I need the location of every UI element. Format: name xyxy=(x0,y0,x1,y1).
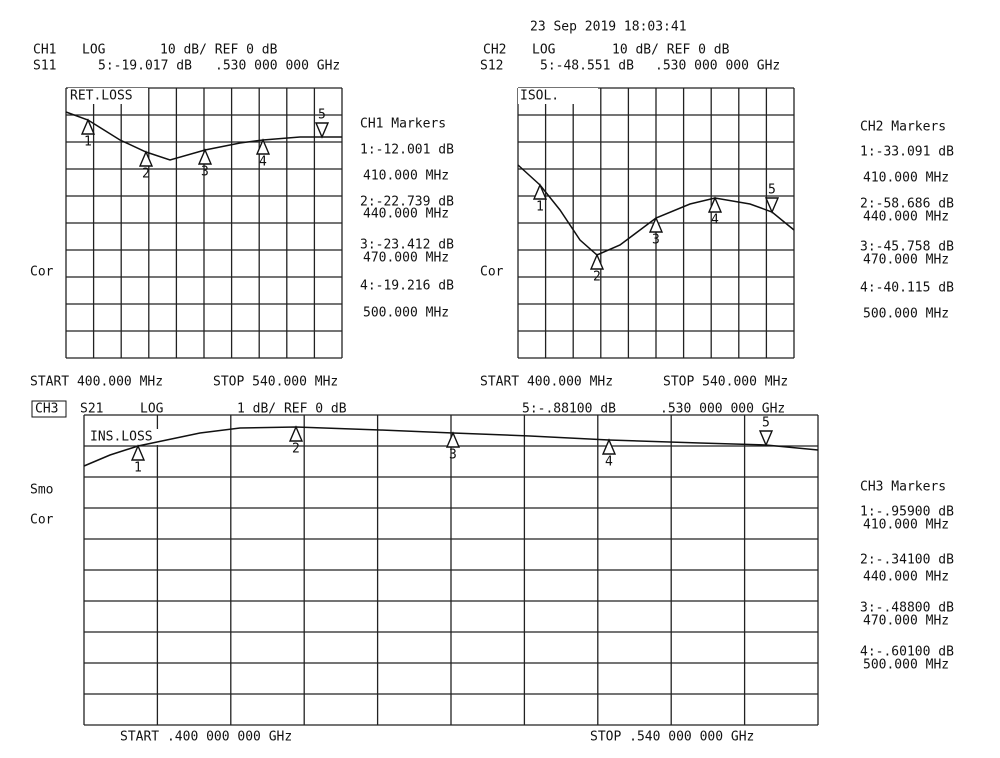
marker-value: 2:-58.686 dB xyxy=(860,197,954,212)
header-format: LOG xyxy=(82,43,106,58)
marker-freq: 410.000 MHz xyxy=(363,169,449,184)
marker-id: 4 xyxy=(605,455,613,470)
marker-id: 3 xyxy=(201,165,209,180)
channel-box xyxy=(31,400,67,418)
marker-id: 1 xyxy=(134,461,142,476)
trace-label: INS.LOSS xyxy=(90,430,153,445)
header-marker5: 5:-19.017 dB xyxy=(98,59,192,74)
marker-triangle xyxy=(589,253,605,270)
marker-id: 4 xyxy=(259,155,267,170)
header-marker5-freq: .530 000 000 GHz xyxy=(215,59,340,74)
marker-value: 3:-.48800 dB xyxy=(860,601,954,616)
marker-value: 1:-12.001 dB xyxy=(360,143,454,158)
marker-freq: 500.000 MHz xyxy=(363,306,449,321)
markers-title: CH1 Markers xyxy=(360,117,446,132)
marker-triangle xyxy=(288,425,304,442)
marker-freq: 470.000 MHz xyxy=(863,614,949,629)
marker-id: 5 xyxy=(768,183,776,198)
marker-freq: 470.000 MHz xyxy=(863,253,949,268)
label-bg xyxy=(88,429,168,445)
header-marker5-freq: .530 000 000 GHz xyxy=(660,402,785,417)
marker-value: 2:-.34100 dB xyxy=(860,553,954,568)
marker-value: 2:-22.739 dB xyxy=(360,195,454,210)
marker-value: 1:-.95900 dB xyxy=(860,505,954,520)
header-marker5: 5:-.88100 dB xyxy=(522,402,616,417)
marker-id: 2 xyxy=(142,167,150,182)
marker-id: 2 xyxy=(292,442,300,457)
marker-id: 1 xyxy=(536,200,544,215)
marker-value: 4:-.60100 dB xyxy=(860,645,954,660)
marker-triangle xyxy=(758,430,774,447)
start-freq: START .400 000 000 GHz xyxy=(120,730,292,745)
marker-id: 5 xyxy=(318,108,326,123)
label-bg xyxy=(68,88,148,104)
markers-title: CH3 Markers xyxy=(860,480,946,495)
marker-triangle xyxy=(255,138,271,155)
marker-freq: 440.000 MHz xyxy=(863,210,949,225)
marker-id: 3 xyxy=(449,448,457,463)
header-param: S11 xyxy=(33,59,56,74)
marker-triangle xyxy=(648,216,664,233)
trace-label: RET.LOSS xyxy=(70,89,133,104)
header-scale: 10 dB/ REF 0 dB xyxy=(612,43,730,58)
header-channel: CH1 xyxy=(33,43,56,58)
header-scale: 1 dB/ REF 0 dB xyxy=(237,402,347,417)
marker-id: 3 xyxy=(652,233,660,248)
status: Cor xyxy=(30,265,54,280)
marker-triangle xyxy=(314,122,330,139)
header-format: LOG xyxy=(140,402,164,417)
marker-value: 4:-19.216 dB xyxy=(360,279,454,294)
trace xyxy=(517,164,795,256)
marker-freq: 410.000 MHz xyxy=(863,171,949,186)
status: Cor xyxy=(480,265,504,280)
marker-value: 1:-33.091 dB xyxy=(860,145,954,160)
header-marker5-freq: .530 000 000 GHz xyxy=(655,59,780,74)
timestamp: 23 Sep 2019 18:03:41 xyxy=(530,20,687,35)
marker-triangle xyxy=(764,197,780,214)
marker-id: 5 xyxy=(762,416,770,431)
marker-triangle xyxy=(197,148,213,165)
header-channel: CH3 xyxy=(35,402,58,417)
marker-freq: 440.000 MHz xyxy=(863,570,949,585)
header-scale: 10 dB/ REF 0 dB xyxy=(160,43,278,58)
marker-freq: 440.000 MHz xyxy=(363,207,449,222)
marker-freq: 500.000 MHz xyxy=(863,658,949,673)
header-format: LOG xyxy=(532,43,556,58)
marker-triangle xyxy=(80,118,96,135)
marker-freq: 410.000 MHz xyxy=(863,518,949,533)
marker-freq: 500.000 MHz xyxy=(863,307,949,322)
trace xyxy=(65,111,342,161)
markers-title: CH2 Markers xyxy=(860,120,946,135)
marker-value: 4:-40.115 dB xyxy=(860,281,954,296)
marker-id: 1 xyxy=(84,135,92,150)
marker-value: 3:-23.412 dB xyxy=(360,238,454,253)
marker-triangle xyxy=(532,183,548,200)
start-freq: START 400.000 MHz xyxy=(30,375,163,390)
marker-value: 3:-45.758 dB xyxy=(860,240,954,255)
stop-freq: STOP .540 000 000 GHz xyxy=(590,730,754,745)
marker-triangle xyxy=(707,196,723,213)
marker-triangle xyxy=(445,431,461,448)
status: Cor xyxy=(30,513,54,528)
label-bg xyxy=(518,88,598,104)
marker-triangle xyxy=(601,438,617,455)
trace-label: ISOL. xyxy=(520,89,559,104)
marker-triangle xyxy=(138,150,154,167)
header-param: S12 xyxy=(480,59,503,74)
stop-freq: STOP 540.000 MHz xyxy=(663,375,788,390)
marker-id: 2 xyxy=(593,270,601,285)
marker-freq: 470.000 MHz xyxy=(363,251,449,266)
header-param: S21 xyxy=(80,402,103,417)
marker-id: 4 xyxy=(711,213,719,228)
start-freq: START 400.000 MHz xyxy=(480,375,613,390)
header-channel: CH2 xyxy=(483,43,506,58)
stop-freq: STOP 540.000 MHz xyxy=(213,375,338,390)
status: Smo xyxy=(30,483,53,498)
marker-triangle xyxy=(130,444,146,461)
header-marker5: 5:-48.551 dB xyxy=(540,59,634,74)
